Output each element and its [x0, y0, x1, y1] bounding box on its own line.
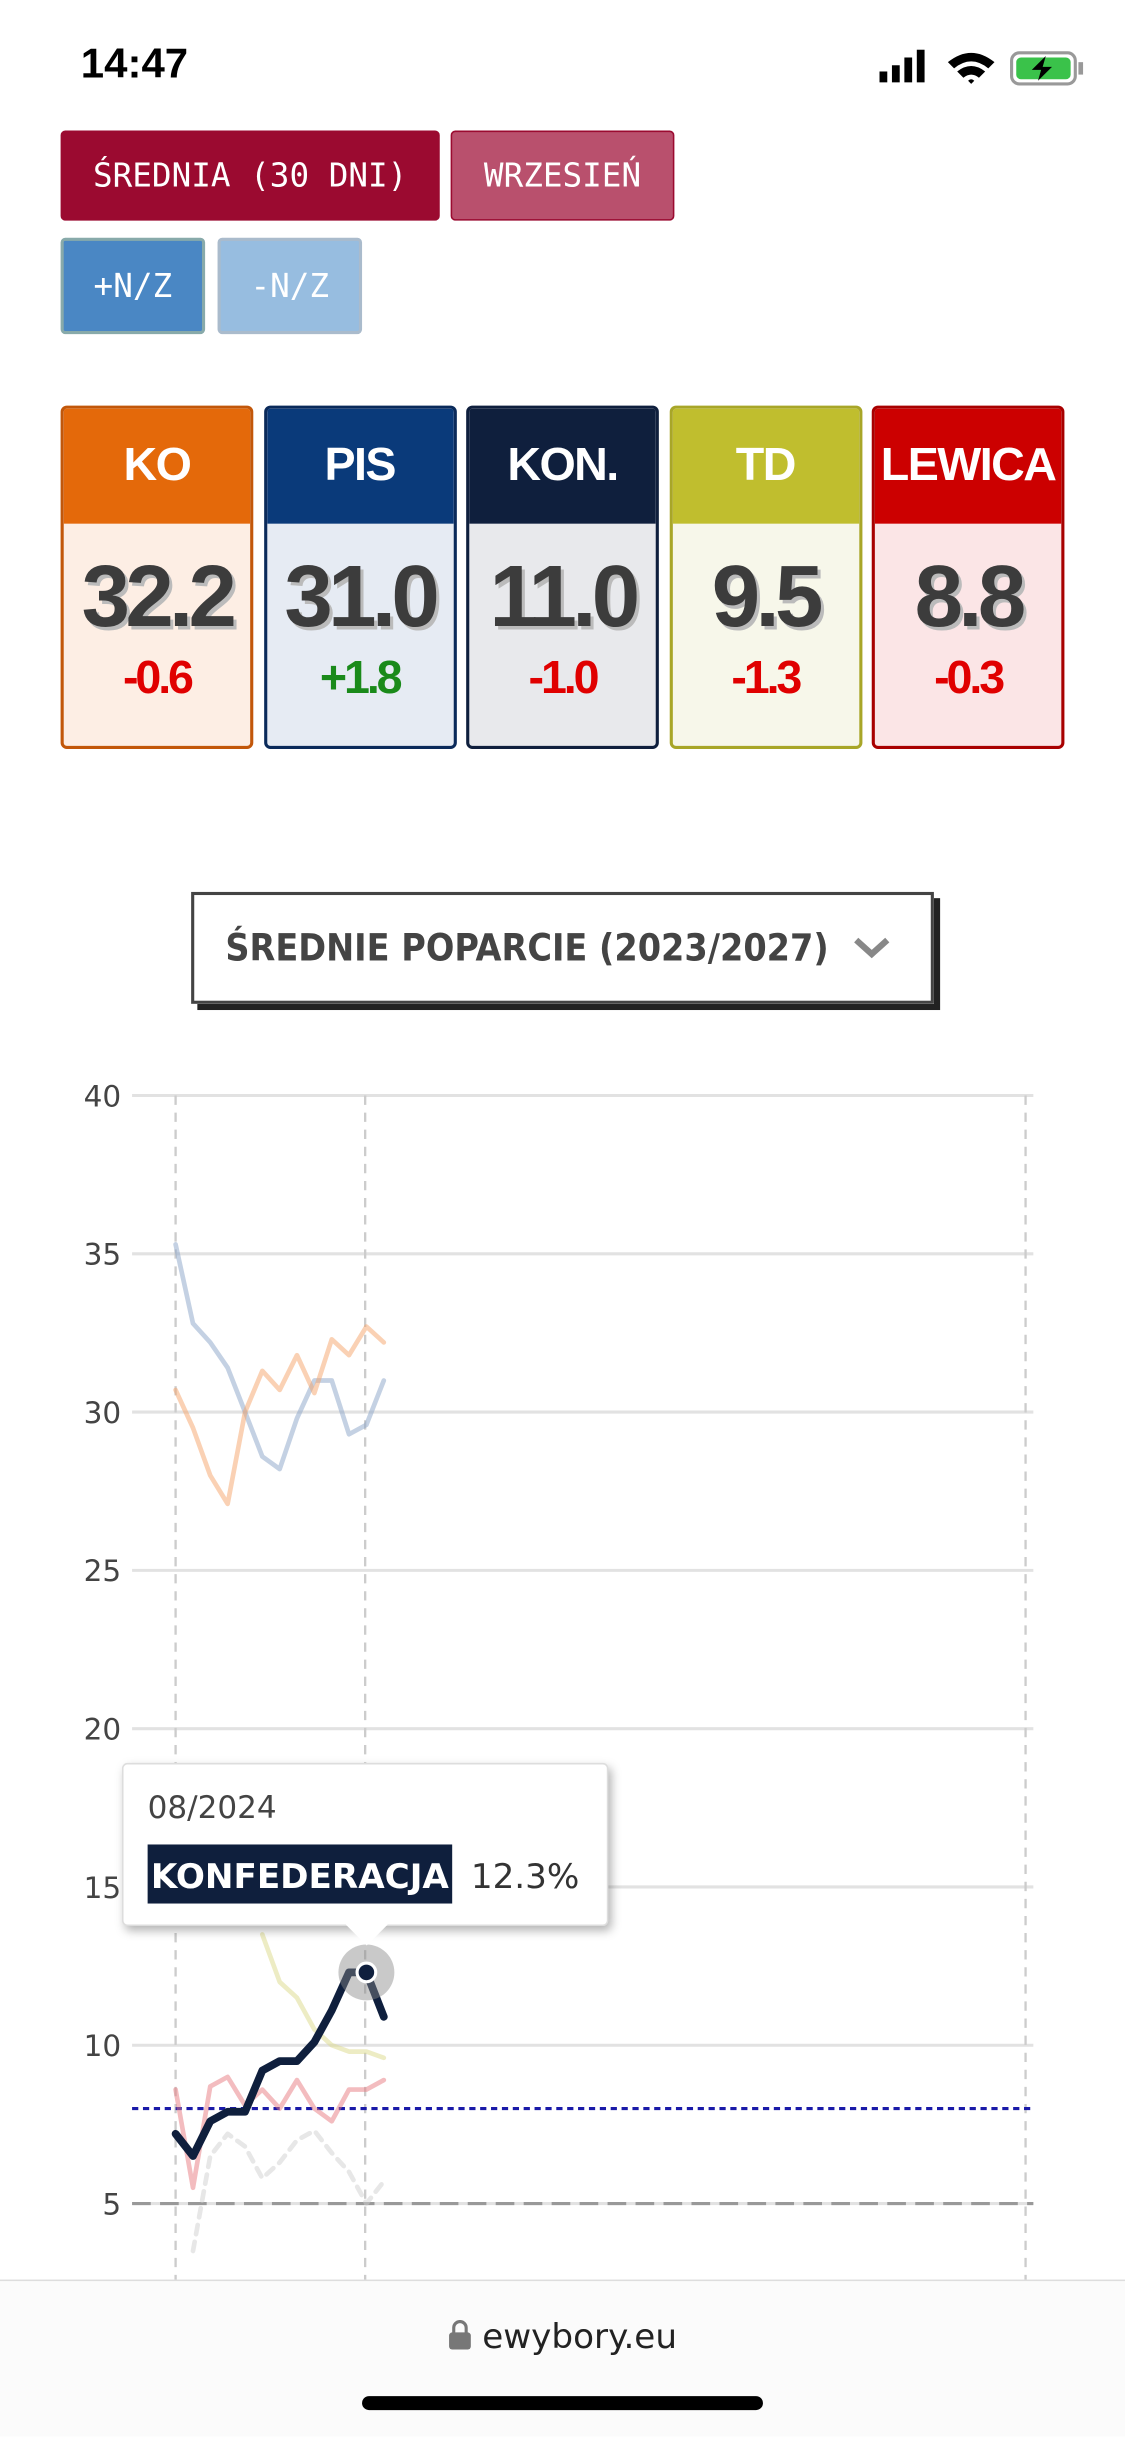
tooltip: 08/2024 KONFEDERACJA 12.3% [121, 1762, 609, 1946]
party-name: LEWICA [874, 408, 1062, 524]
tooltip-badge [147, 1844, 453, 1904]
tooltip-value: 12.3% [471, 1857, 580, 1897]
party-name: PIS [266, 408, 453, 524]
status-time: 14:47 [80, 40, 189, 88]
party-name: KO [63, 408, 251, 524]
y-tick-label: 15 [84, 1871, 122, 1905]
series-line [173, 1324, 387, 1507]
party-change: +1.8 [319, 652, 403, 704]
button[interactable]: WRZESIEŃ [450, 130, 675, 221]
party-change: -1.3 [731, 652, 802, 704]
home-indicator [362, 2396, 763, 2411]
lock-icon [449, 2319, 472, 2350]
tooltip-arrow [344, 1923, 389, 1946]
party-card: TD 9.5 -1.3 [668, 405, 862, 749]
party-value: 11.0 [489, 546, 641, 645]
party-card: KON. 11.0 -1.0 [466, 405, 659, 749]
toggle[interactable]: -N/Z [217, 237, 363, 335]
chevron [854, 937, 890, 959]
tooltip-date: 08/2024 [148, 1790, 277, 1826]
series-line [259, 1932, 387, 2061]
tooltip-series: KONFEDERACJA [151, 1857, 450, 1897]
party-value: 8.8 [914, 546, 1027, 645]
y-tick-label: 5 [102, 2187, 121, 2221]
y-tick-label: 10 [84, 2029, 122, 2063]
hover-point [355, 1961, 378, 1984]
party-change: -0.6 [122, 652, 194, 704]
party-change: -0.3 [934, 652, 1005, 704]
party-value: 32.2 [81, 546, 237, 645]
party-card: LEWICA 8.8 -0.3 [871, 405, 1065, 749]
y-tick-label: 20 [84, 1713, 122, 1747]
y-tick-label: 25 [84, 1554, 122, 1588]
button[interactable]: ŚREDNIA (30 DNI) [60, 130, 440, 221]
series-line [190, 2128, 387, 2254]
series-line [173, 2074, 387, 2191]
party-value: 31.0 [284, 546, 439, 645]
party-card: PIS 31.0 +1.8 [263, 405, 457, 749]
dropdown[interactable]: ŚREDNIE POPARCIE (2023/2027) [191, 891, 934, 1004]
party-card: KO 32.2 -0.6 [60, 405, 254, 749]
y-tick-label: 40 [84, 1079, 122, 1113]
y-tick-label: 30 [84, 1396, 122, 1430]
url-text: ewybory.eu [482, 2318, 678, 2358]
status-icons [879, 49, 1084, 86]
y-tick-label: 35 [84, 1238, 122, 1272]
url[interactable]: ewybory.eu [0, 2318, 1125, 2357]
browser-bar: ewybory.eu [0, 2279, 1125, 2437]
toggle[interactable]: +N/Z [60, 237, 206, 335]
party-name: KON. [469, 408, 656, 524]
dropdown-label: ŚREDNIE POPARCIE (2023/2027) [225, 926, 829, 970]
party-change: -1.0 [528, 652, 600, 704]
party-value: 9.5 [711, 546, 824, 645]
series-line [173, 1242, 387, 1472]
series-line [171, 1968, 388, 2160]
party-name: TD [672, 408, 859, 524]
